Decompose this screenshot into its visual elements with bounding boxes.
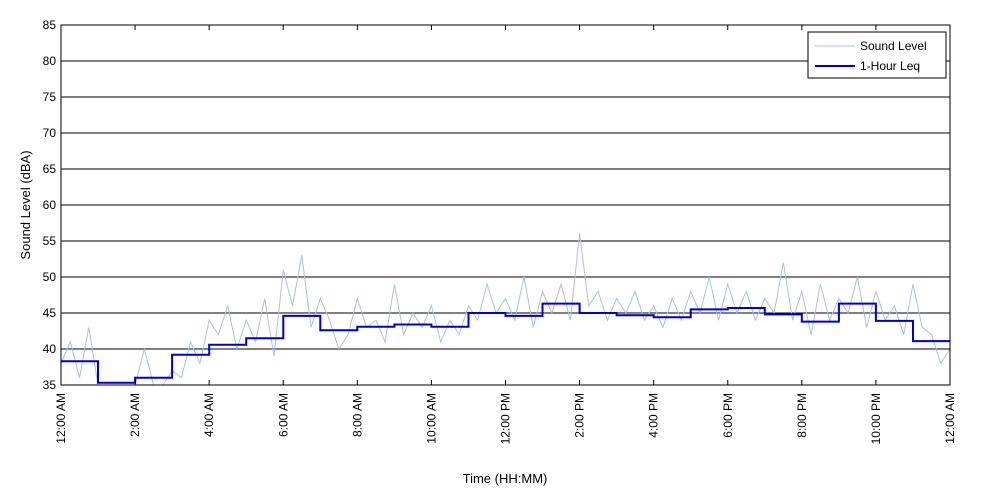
y-axis-ticks: 35 40 45 50 55 60 65 70 75 80 85 bbox=[43, 18, 950, 392]
x-tick-label: 4:00 AM bbox=[202, 393, 216, 437]
y-tick-label: 65 bbox=[43, 162, 57, 176]
y-tick-label: 70 bbox=[43, 126, 57, 140]
x-tick-label: 4:00 PM bbox=[647, 393, 661, 438]
y-tick-label: 45 bbox=[43, 306, 57, 320]
y-tick-label: 60 bbox=[43, 198, 57, 212]
y-tick-label: 80 bbox=[43, 54, 57, 68]
y-tick-label: 40 bbox=[43, 342, 57, 356]
x-tick-label: 12:00 AM bbox=[943, 393, 957, 444]
legend-label-leq: 1-Hour Leq bbox=[860, 59, 920, 73]
y-axis-label: Sound Level (dBA) bbox=[18, 150, 33, 259]
y-tick-label: 85 bbox=[43, 18, 57, 32]
legend: Sound Level 1-Hour Leq bbox=[807, 31, 947, 79]
legend-box bbox=[807, 31, 947, 79]
x-tick-label: 12:00 PM bbox=[499, 393, 513, 444]
x-tick-label: 2:00 PM bbox=[573, 393, 587, 438]
x-tick-label: 2:00 AM bbox=[128, 393, 142, 437]
leq-step-line bbox=[61, 302, 950, 384]
legend-label-sound-level: Sound Level bbox=[860, 39, 927, 53]
y-tick-label: 35 bbox=[43, 378, 57, 392]
y-tick-label: 75 bbox=[43, 90, 57, 104]
x-axis-label: Time (HH:MM) bbox=[463, 471, 548, 486]
x-tick-label: 10:00 AM bbox=[424, 393, 438, 444]
sound-level-line bbox=[60, 233, 951, 386]
x-tick-label: 6:00 AM bbox=[276, 393, 290, 437]
x-tick-label: 8:00 AM bbox=[350, 393, 364, 437]
x-tick-label: 6:00 PM bbox=[721, 393, 735, 438]
x-tick-label: 8:00 PM bbox=[795, 393, 809, 438]
y-tick-label: 50 bbox=[43, 270, 57, 284]
x-tick-label: 12:00 AM bbox=[54, 393, 68, 444]
sound-level-series bbox=[60, 233, 951, 386]
x-tick-label: 10:00 PM bbox=[869, 393, 883, 444]
x-axis-ticks: 12:00 AM 2:00 AM 4:00 AM 6:00 AM 8:00 AM 10:0… bbox=[54, 25, 957, 444]
y-tick-label: 55 bbox=[43, 234, 57, 248]
leq-series bbox=[61, 302, 950, 384]
